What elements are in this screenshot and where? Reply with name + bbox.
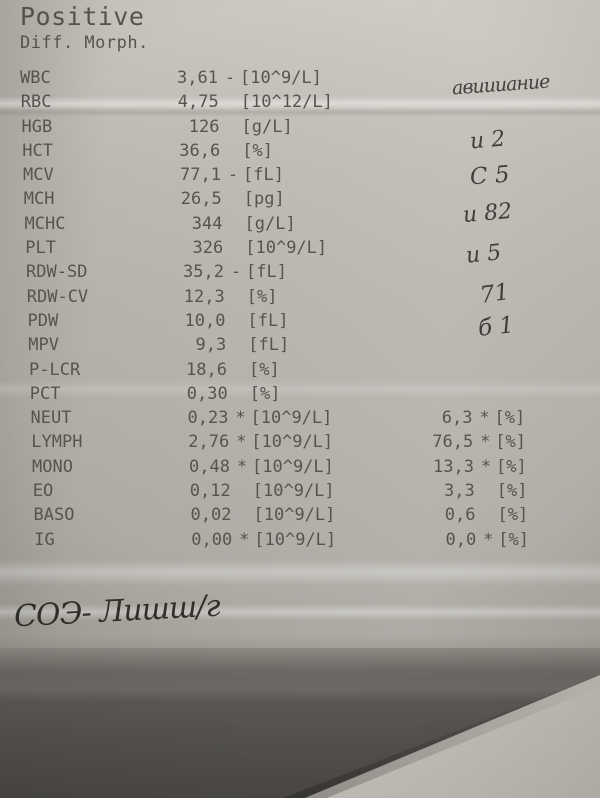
paper-sheet — [0, 0, 600, 670]
